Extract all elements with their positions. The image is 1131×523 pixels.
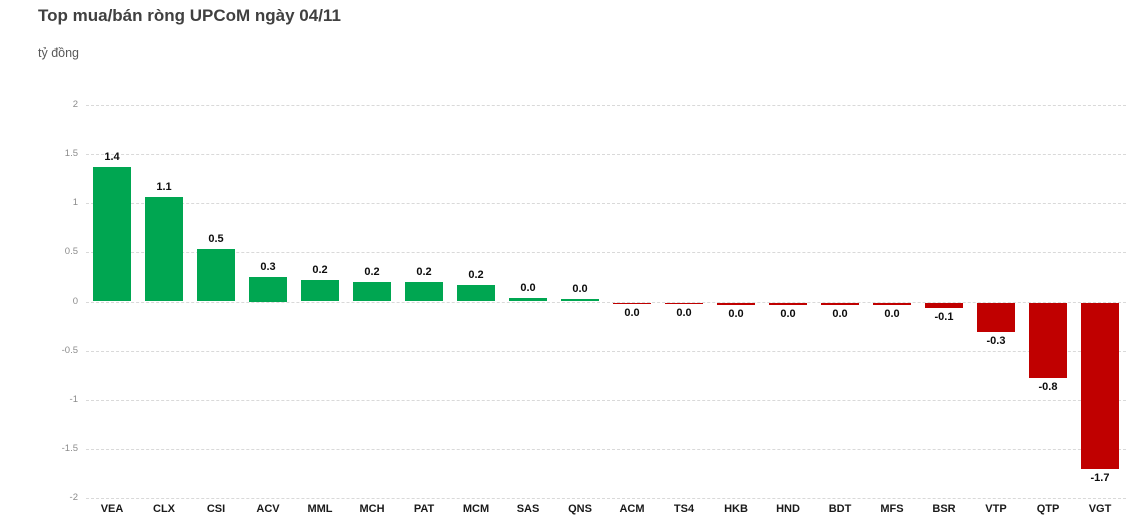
- gridline: [86, 498, 1126, 499]
- x-axis-category-label: TS4: [673, 503, 695, 515]
- bar-acm: [613, 302, 651, 304]
- x-axis-category-label: CLX: [153, 503, 175, 515]
- y-axis-tick-label: 2: [72, 99, 78, 110]
- bar-value-label: -0.8: [1038, 381, 1058, 394]
- gridline: [86, 154, 1126, 156]
- y-axis-tick-label: -0.5: [61, 344, 78, 356]
- x-axis-category-label: HKB: [724, 503, 748, 515]
- bar-value-label: -0.3: [986, 334, 1006, 347]
- gridline: [86, 203, 1126, 205]
- y-axis-tick-label: -2: [69, 492, 78, 503]
- bar-pat: [405, 281, 443, 302]
- x-axis-category-label: CSI: [206, 503, 226, 515]
- x-axis-category-label: BSR: [932, 503, 956, 515]
- bar-value-label: 0.0: [676, 306, 692, 319]
- bar-value-label: 0.2: [468, 268, 484, 281]
- x-axis-category-label: MFS: [880, 503, 904, 515]
- x-axis-category-label: ACM: [619, 503, 645, 515]
- x-axis-category-label: MCM: [462, 503, 490, 515]
- gridline: [86, 399, 1126, 401]
- bar-sas: [509, 297, 547, 302]
- y-axis-tick-label: 1: [72, 197, 78, 209]
- bar-value-label: -1.7: [1090, 471, 1110, 484]
- bar-hkb: [717, 302, 755, 306]
- bar-value-label: 0.0: [780, 308, 796, 321]
- x-axis-category-label: VGT: [1088, 503, 1112, 515]
- x-axis-category-label: QTP: [1036, 503, 1060, 515]
- bar-acv: [249, 276, 287, 302]
- bar-value-label: -0.1: [934, 311, 954, 324]
- y-axis-tick-label: -1: [69, 393, 78, 405]
- x-axis-category-label: SAS: [516, 503, 540, 515]
- gridline: [86, 252, 1126, 254]
- bar-value-label: 1.4: [104, 150, 120, 163]
- bar-value-label: 0.0: [572, 282, 588, 295]
- bar-value-label: 0.0: [728, 308, 744, 321]
- bar-mcm: [457, 284, 495, 302]
- bar-mfs: [873, 302, 911, 306]
- y-axis-tick-label: -1.5: [61, 442, 78, 454]
- bar-csi: [197, 249, 235, 302]
- bar-value-label: 0.0: [832, 308, 848, 321]
- gridline: [86, 448, 1126, 450]
- gridline: [86, 301, 1126, 303]
- bar-value-label: 0.0: [520, 281, 536, 294]
- bar-value-label: 0.0: [624, 306, 640, 319]
- bar-value-label: 0.2: [364, 265, 380, 278]
- x-axis-category-label: PAT: [413, 503, 435, 515]
- bar-bdt: [821, 302, 859, 306]
- bar-value-label: 0.3: [260, 260, 276, 273]
- x-axis-category-label: ACV: [256, 503, 280, 515]
- bar-qtp: [1029, 302, 1067, 379]
- y-axis-tick-label: 1.5: [64, 148, 78, 160]
- bar-vgt: [1081, 302, 1119, 469]
- bar-mch: [353, 281, 391, 302]
- bar-value-label: 1.1: [156, 181, 172, 194]
- bar-vea: [93, 166, 131, 302]
- bar-bsr: [925, 302, 963, 309]
- bar-mml: [301, 279, 339, 302]
- chart-title: Top mua/bán ròng UPCoM ngày 04/11: [38, 6, 341, 25]
- bar-hnd: [769, 302, 807, 306]
- x-axis-category-label: VTP: [985, 503, 1007, 515]
- x-axis-category-label: VEA: [100, 503, 124, 515]
- x-axis-category-label: QNS: [568, 503, 592, 515]
- bar-vtp: [977, 302, 1015, 332]
- x-axis-category-label: MML: [307, 503, 333, 515]
- gridline: [86, 350, 1126, 352]
- bar-value-label: 0.2: [416, 265, 432, 278]
- y-axis-tick-label: 0: [72, 295, 78, 307]
- gridline: [86, 105, 1126, 106]
- y-axis-tick-label: 0.5: [64, 246, 78, 258]
- bar-value-label: 0.0: [884, 308, 900, 321]
- bar-qns: [561, 298, 599, 302]
- x-axis-category-label: BDT: [828, 503, 852, 515]
- x-axis-category-label: HND: [776, 503, 800, 515]
- bar-value-label: 0.5: [208, 233, 224, 246]
- bar-ts4: [665, 302, 703, 304]
- x-axis-category-label: MCH: [359, 503, 385, 515]
- bar-clx: [145, 197, 183, 302]
- chart-unit-label: tỷ đồng: [38, 46, 80, 60]
- bar-value-label: 0.2: [312, 263, 328, 276]
